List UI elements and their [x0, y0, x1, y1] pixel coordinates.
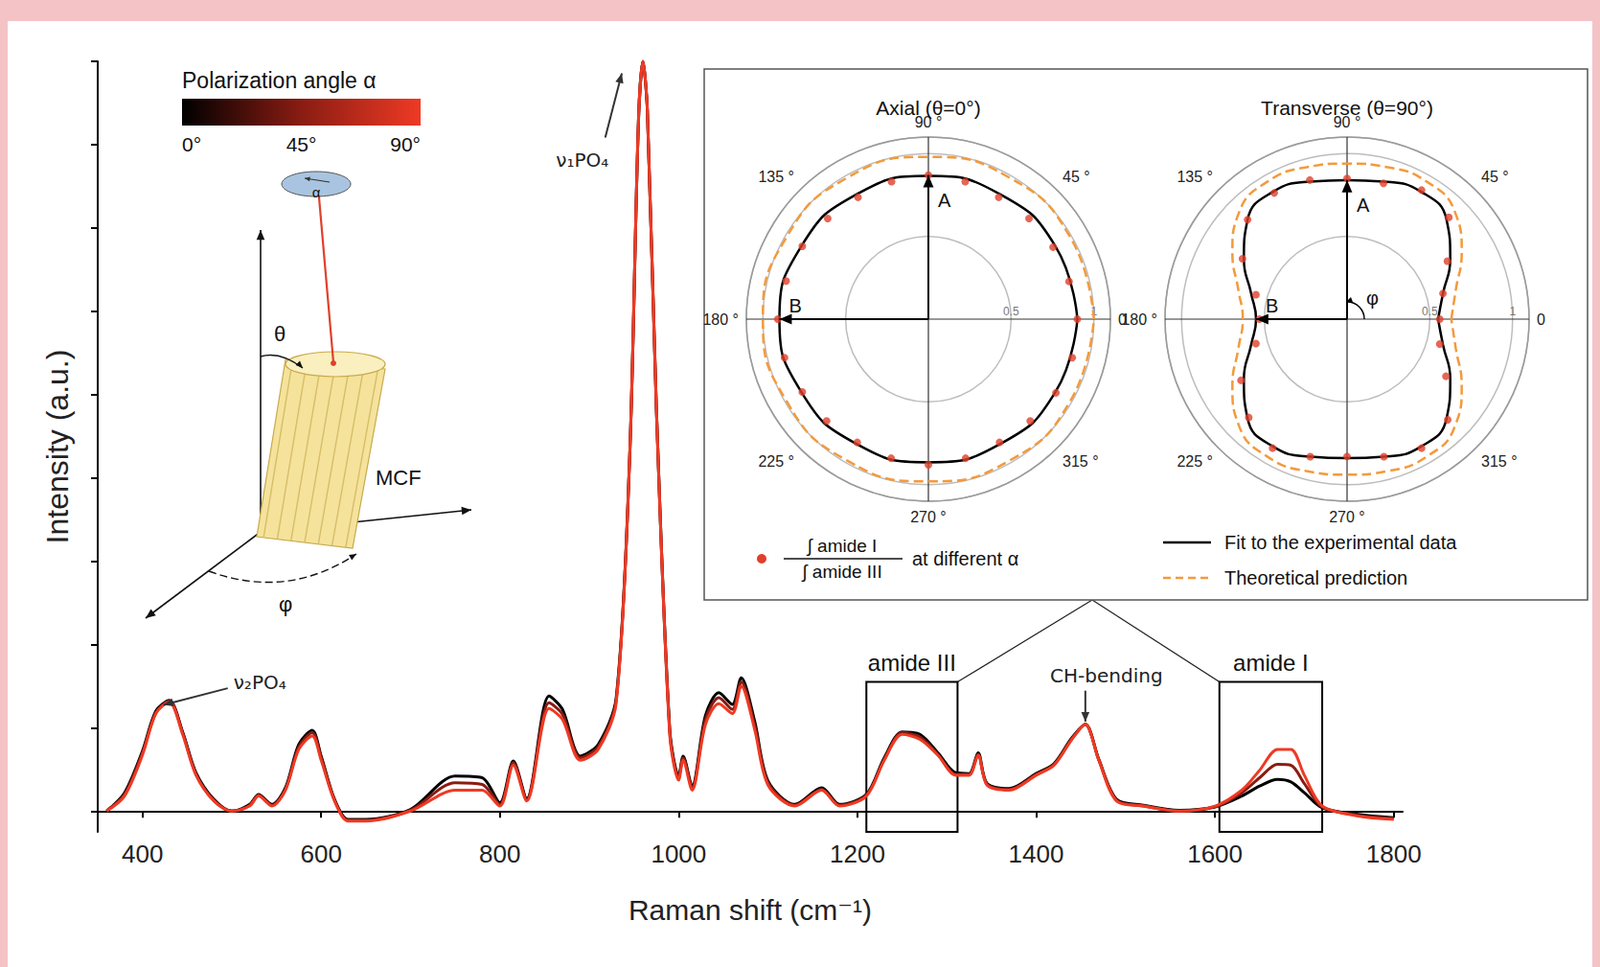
- svg-text:Raman shift (cm⁻¹): Raman shift (cm⁻¹): [628, 893, 872, 926]
- svg-text:315 °: 315 °: [1481, 453, 1518, 470]
- svg-text:135 °: 135 °: [1176, 168, 1213, 185]
- svg-text:θ: θ: [274, 321, 286, 346]
- svg-text:at different α: at different α: [912, 548, 1019, 570]
- svg-text:400: 400: [121, 839, 163, 869]
- svg-text:φ: φ: [278, 592, 293, 617]
- svg-text:ν₁PO₄: ν₁PO₄: [555, 148, 609, 172]
- svg-text:Theoretical prediction: Theoretical prediction: [1224, 567, 1408, 589]
- svg-text:Axial (θ=0°): Axial (θ=0°): [875, 96, 981, 119]
- svg-text:270 °: 270 °: [1328, 508, 1366, 526]
- svg-text:45°: 45°: [286, 133, 318, 156]
- svg-text:A: A: [1356, 194, 1371, 216]
- svg-text:B: B: [789, 295, 802, 317]
- svg-text:B: B: [1265, 295, 1279, 317]
- svg-text:1: 1: [1090, 304, 1098, 319]
- svg-text:amide I: amide I: [1233, 649, 1309, 676]
- svg-text:270 °: 270 °: [910, 508, 947, 526]
- svg-text:800: 800: [479, 839, 521, 869]
- svg-text:A: A: [937, 189, 952, 211]
- svg-text:1200: 1200: [829, 839, 886, 869]
- svg-text:amide III: amide III: [868, 649, 957, 676]
- svg-text:Transverse (θ=90°): Transverse (θ=90°): [1260, 96, 1434, 119]
- svg-text:225 °: 225 °: [1176, 453, 1213, 470]
- svg-text:0.5: 0.5: [1421, 304, 1439, 319]
- svg-text:MCF: MCF: [375, 465, 422, 490]
- svg-text:90°: 90°: [389, 133, 421, 156]
- svg-text:0: 0: [1536, 311, 1546, 328]
- svg-text:180 °: 180 °: [1120, 311, 1158, 328]
- svg-text:α: α: [312, 183, 321, 201]
- svg-text:∫ amide III: ∫ amide III: [800, 561, 882, 583]
- svg-text:∫ amide I: ∫ amide I: [806, 535, 878, 557]
- svg-text:1600: 1600: [1187, 839, 1243, 869]
- svg-text:45 °: 45 °: [1062, 168, 1091, 185]
- svg-text:1400: 1400: [1008, 839, 1065, 869]
- svg-text:Fit to the experimental data: Fit to the experimental data: [1224, 531, 1458, 553]
- svg-text:1800: 1800: [1366, 839, 1422, 869]
- svg-text:φ: φ: [1366, 287, 1379, 309]
- svg-text:CH-bending: CH-bending: [1050, 663, 1164, 687]
- svg-text:Intensity (a.u.): Intensity (a.u.): [40, 349, 75, 545]
- svg-text:90 °: 90 °: [1333, 113, 1361, 130]
- svg-text:0.5: 0.5: [1003, 304, 1020, 319]
- svg-text:315 °: 315 °: [1062, 453, 1099, 470]
- svg-text:180 °: 180 °: [702, 311, 739, 328]
- svg-text:90 °: 90 °: [914, 113, 943, 130]
- svg-text:1000: 1000: [650, 839, 707, 869]
- svg-text:1: 1: [1508, 304, 1516, 319]
- svg-text:45 °: 45 °: [1481, 168, 1509, 185]
- svg-text:Polarization angle α: Polarization angle α: [182, 68, 377, 93]
- svg-text:ν₂PO₄: ν₂PO₄: [233, 670, 287, 694]
- svg-text:600: 600: [300, 839, 343, 869]
- svg-text:225 °: 225 °: [757, 453, 795, 470]
- svg-text:135 °: 135 °: [757, 168, 795, 185]
- svg-text:0°: 0°: [182, 133, 202, 156]
